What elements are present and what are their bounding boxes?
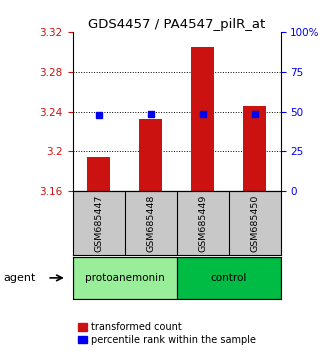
Bar <box>243 105 266 191</box>
Bar <box>191 47 214 191</box>
Text: GSM685450: GSM685450 <box>250 194 259 252</box>
Legend: transformed count, percentile rank within the sample: transformed count, percentile rank withi… <box>78 321 257 346</box>
Bar <box>87 157 110 191</box>
Bar <box>139 119 162 191</box>
Text: control: control <box>210 273 247 283</box>
Bar <box>73 257 177 299</box>
Title: GDS4457 / PA4547_pilR_at: GDS4457 / PA4547_pilR_at <box>88 18 265 31</box>
Text: GSM685448: GSM685448 <box>146 194 155 252</box>
Text: protoanemonin: protoanemonin <box>85 273 164 283</box>
Text: GSM685447: GSM685447 <box>94 194 103 252</box>
Text: agent: agent <box>3 273 36 283</box>
Bar <box>177 257 280 299</box>
Text: GSM685449: GSM685449 <box>198 194 207 252</box>
